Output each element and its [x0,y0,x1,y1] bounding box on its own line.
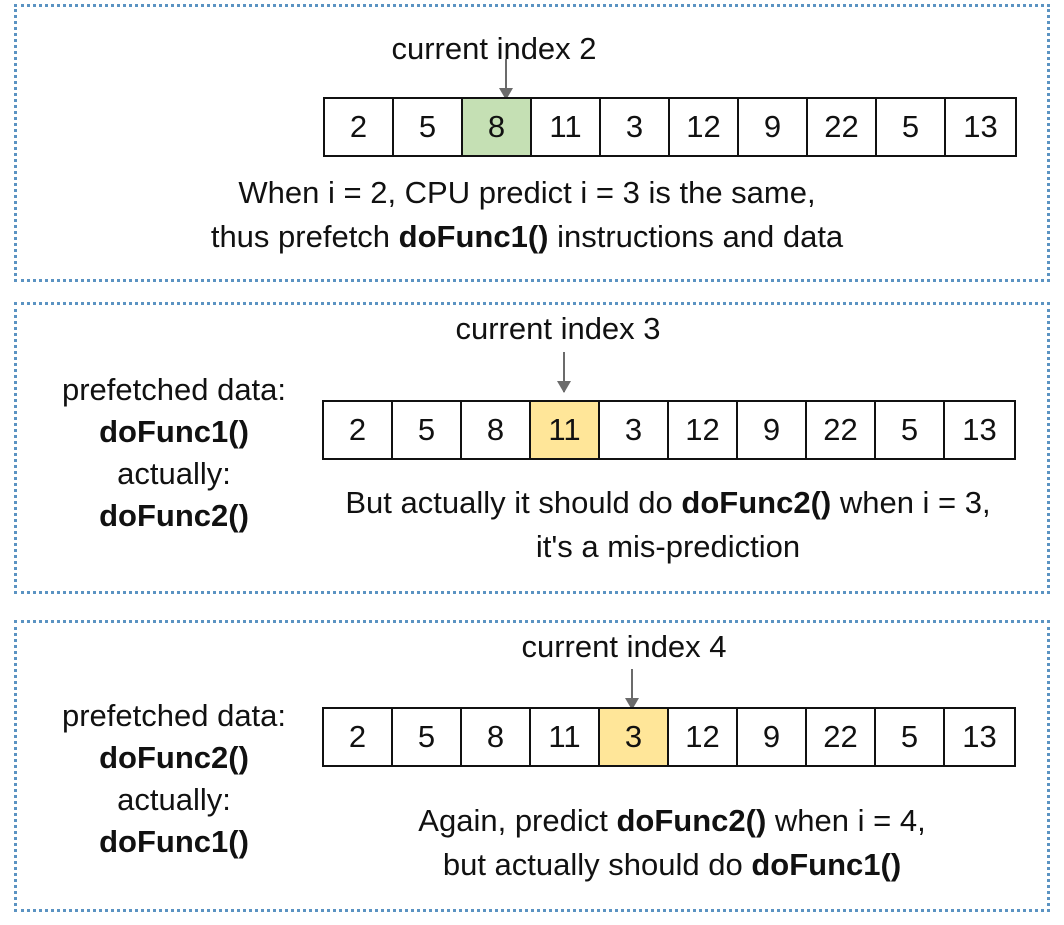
pointer-arrow-icon [499,59,513,100]
pointer-arrow-icon [625,669,639,710]
actual-function: doFunc2() [99,498,249,533]
caption-line-1: But actually it should do doFunc2() when… [345,481,990,525]
array-cell: 9 [738,709,807,765]
function-name: doFunc2() [681,485,832,520]
caption-line-2: but actually should do doFunc1() [418,843,925,887]
array-cell: 9 [739,99,808,155]
actual-label: actually: [117,782,231,817]
array-cell: 11 [531,709,600,765]
array-cell: 8 [462,402,531,458]
caption-text: instructions and data [548,219,844,254]
caption-line-1: When i = 2, CPU predict i = 3 is the sam… [238,175,816,210]
current-index-label: current index 4 [521,629,727,664]
explanation-caption: When i = 2, CPU predict i = 3 is the sam… [211,171,843,259]
actual-function: doFunc1() [99,824,249,859]
array-cell: 13 [962,412,997,447]
array-cell: 22 [808,99,877,155]
array-cell: 5 [877,99,946,155]
array-cell: 5 [876,709,945,765]
array-cell-current: 8 [463,99,532,155]
array-cell: 12 [669,709,738,765]
array-cell: 5 [876,402,945,458]
function-name: doFunc2() [616,803,767,838]
current-index-label: current index 2 [391,31,597,66]
array-cell: 13 [963,109,998,144]
array-cell: 2 [324,709,393,765]
actual-label: actually: [117,456,231,491]
caption-text: when i = 3, [831,485,991,520]
prediction-sidebar: prefetched data: doFunc1() actually: doF… [35,369,313,537]
function-name: doFunc1() [751,847,902,882]
explanation-caption: Again, predict doFunc2() when i = 4, but… [418,799,925,887]
array-cell: 3 [600,402,669,458]
panel-index-2: current index 2 2 5 8 11 3 12 9 22 5 13 When i = … [14,4,1050,282]
array-cell-current: 11 [531,402,600,458]
number-array: 2 5 8 11 3 12 9 22 5 13 [322,707,1016,767]
caption-text: But actually it should do [345,485,682,520]
array-cell: 12 [669,402,738,458]
array-cell: 13 [962,719,997,754]
caption-line-1: Again, predict doFunc2() when i = 4, [418,799,925,843]
explanation-caption: But actually it should do doFunc2() when… [345,481,990,569]
prefetched-function: doFunc2() [99,740,249,775]
array-cell: 22 [807,402,876,458]
pointer-arrow-icon [557,352,571,393]
prediction-sidebar: prefetched data: doFunc2() actually: doF… [35,695,313,863]
number-array: 2 5 8 11 3 12 9 22 5 13 [323,97,1017,157]
caption-line-2: thus prefetch doFunc1() instructions and… [211,215,843,259]
prefetched-label: prefetched data: [61,372,287,407]
array-cell: 9 [738,402,807,458]
array-cell: 11 [532,99,601,155]
function-name: doFunc1() [398,219,549,254]
current-index-label: current index 3 [455,311,661,346]
panel-index-4: prefetched data: doFunc2() actually: doF… [14,620,1050,912]
array-cell-current: 3 [600,709,669,765]
caption-line-2: it's a mis-prediction [535,529,801,564]
array-cell: 3 [601,99,670,155]
caption-text: when i = 4, [766,803,926,838]
panel-index-3: prefetched data: doFunc1() actually: doF… [14,302,1050,594]
array-cell: 2 [325,99,394,155]
array-cell: 5 [394,99,463,155]
array-cell: 5 [393,402,462,458]
array-cell: 22 [807,709,876,765]
caption-text: Again, predict [418,803,617,838]
caption-text: thus prefetch [210,219,399,254]
array-cell: 8 [462,709,531,765]
number-array: 2 5 8 11 3 12 9 22 5 13 [322,400,1016,460]
prefetched-label: prefetched data: [61,698,287,733]
caption-text: but actually should do [442,847,752,882]
prefetched-function: doFunc1() [99,414,249,449]
array-cell: 5 [393,709,462,765]
array-cell: 12 [670,99,739,155]
array-cell: 2 [324,402,393,458]
